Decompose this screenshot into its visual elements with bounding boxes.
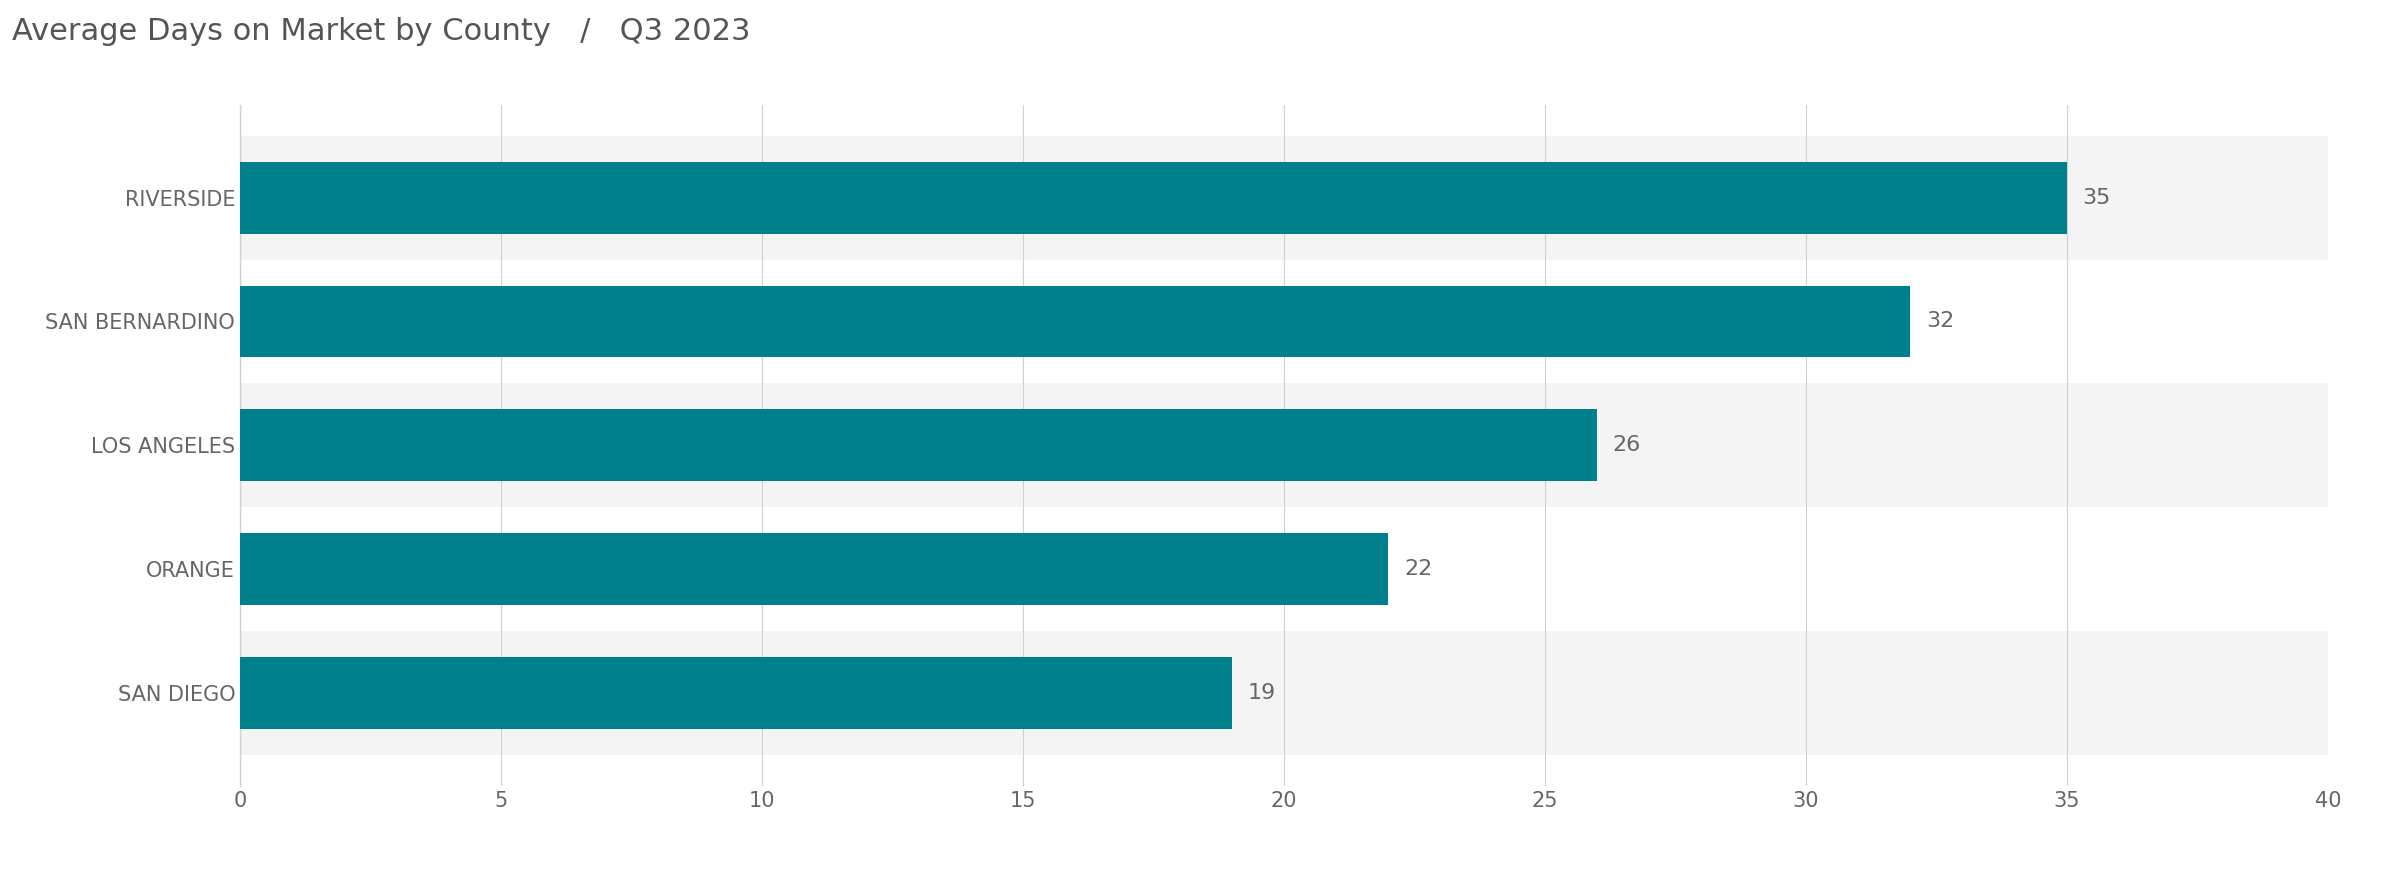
Text: 19: 19 [1248,683,1277,703]
Text: 26: 26 [1613,436,1642,455]
Text: 22: 22 [1404,559,1433,579]
Bar [240,135,2328,259]
Bar [240,533,1390,605]
Bar [240,285,1910,357]
Bar [240,383,2328,507]
Text: 32: 32 [1927,312,1954,332]
Bar [240,507,2328,631]
Bar [240,631,2328,755]
Bar [240,657,1231,729]
Text: 35: 35 [2083,188,2112,208]
Text: Average Days on Market by County   /   Q3 2023: Average Days on Market by County / Q3 20… [12,17,751,46]
Bar [240,162,2066,233]
Bar [240,259,2328,383]
Bar [240,409,1598,481]
